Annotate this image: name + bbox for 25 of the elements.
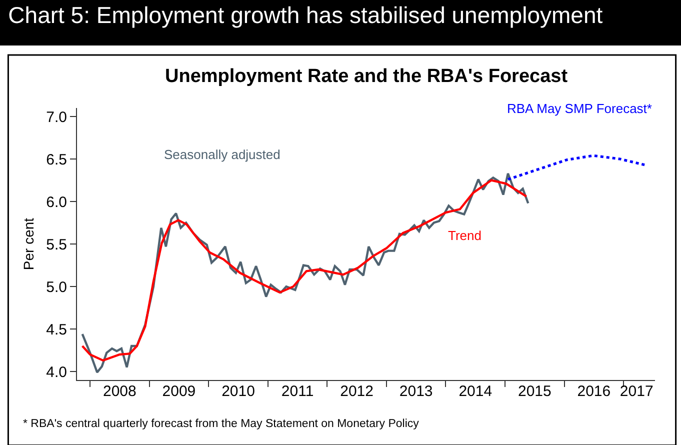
x-tick-label: 2009: [162, 383, 196, 400]
text: * RBA's central quarterly forecast from the May Statement on Monetary Policy: [23, 418, 420, 430]
y-tick-label: 4.5: [46, 321, 67, 338]
x-tick-label: 2016: [577, 383, 611, 400]
y-tick-label: 6.0: [46, 194, 67, 211]
y-tick-label: 5.5: [46, 236, 67, 254]
x-tick-label: 2010: [222, 383, 255, 400]
x-tick-label: 2013: [399, 383, 433, 400]
text: Seasonally adjusted: [164, 147, 280, 162]
text: RBA May SMP Forecast*: [507, 101, 652, 116]
chart-title: Chart 5: Employment growth has stabilised unemployment: [8, 2, 604, 28]
chart-subtitle: Unemployment Rate and the RBA's Forecast: [165, 66, 568, 87]
x-tick-label: 2014: [458, 383, 492, 400]
x-tick-label: 2012: [340, 383, 374, 400]
x-tick-label: 2008: [102, 383, 136, 400]
y-tick-label: 4.0: [46, 364, 67, 381]
line-series: [506, 154, 646, 181]
x-tick-label: 2017: [620, 383, 654, 400]
x-tick-label: 2015: [518, 383, 552, 400]
x-tick-label: 2011: [281, 383, 314, 400]
y-tick-label: 5.0: [46, 278, 67, 296]
y-tick-label: 6.5: [46, 151, 67, 168]
y-tick-label: 7.0: [46, 108, 67, 126]
y-axis-title: Per cent: [20, 218, 37, 270]
series-label: Trend: [448, 228, 482, 243]
